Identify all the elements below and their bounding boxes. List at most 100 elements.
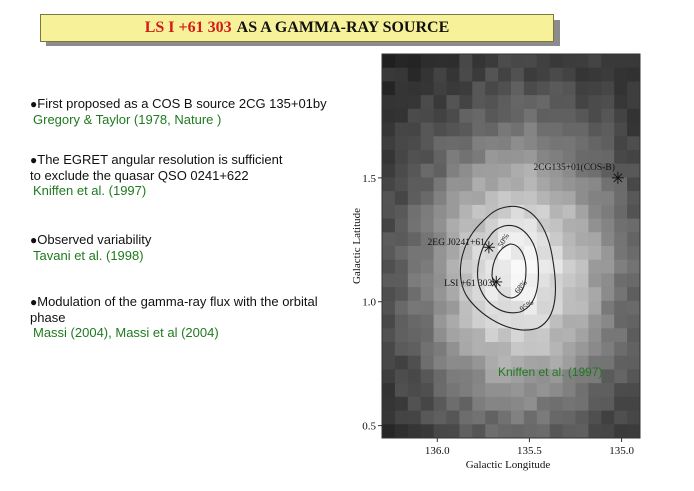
y-tick-label: 1.5	[362, 173, 376, 185]
heatmap-cell	[498, 287, 512, 302]
heatmap-cell	[562, 136, 576, 151]
heatmap-cell	[394, 218, 409, 233]
heatmap-cell	[485, 383, 499, 398]
heatmap-cell	[511, 410, 525, 425]
source-label: 2CG135+01(COS-B)	[534, 162, 615, 173]
heatmap-cell	[420, 67, 435, 82]
heatmap-cell	[472, 81, 486, 96]
heatmap-cell	[627, 204, 641, 220]
heatmap-cell	[562, 232, 576, 247]
heatmap-cell	[498, 396, 512, 412]
heatmap-cell	[407, 287, 422, 302]
heatmap-cell	[420, 300, 435, 316]
heatmap-cell	[562, 300, 576, 316]
heatmap-cell	[382, 287, 396, 302]
heatmap-cell	[472, 259, 486, 274]
heatmap-cell	[446, 314, 460, 329]
heatmap-cell	[627, 54, 641, 69]
heatmap-cell	[511, 273, 525, 288]
heatmap-cell	[549, 273, 564, 288]
heatmap-cell	[536, 67, 551, 82]
heatmap-cell	[394, 246, 409, 261]
heatmap-cell	[601, 81, 615, 96]
heatmap-cell	[485, 300, 499, 316]
heatmap-cell	[407, 67, 422, 82]
heatmap-cell	[498, 410, 512, 425]
heatmap-cell	[601, 314, 615, 329]
heatmap-cell	[394, 342, 409, 357]
heatmap-cell	[433, 273, 447, 288]
heatmap-cell	[433, 204, 447, 220]
heatmap-cell	[549, 410, 564, 425]
heatmap-cell	[511, 95, 525, 110]
heatmap-cell	[498, 273, 512, 288]
heatmap-cell	[420, 136, 435, 151]
heatmap-cell	[459, 95, 473, 110]
heatmap-cell	[511, 355, 525, 370]
contour-50	[491, 243, 527, 299]
heatmap-cell	[472, 396, 486, 412]
heatmap-cell	[459, 218, 473, 233]
heatmap-cell	[420, 383, 435, 398]
heatmap-cell	[433, 54, 447, 69]
heatmap-cell	[394, 232, 409, 247]
heatmap-cell	[627, 163, 641, 178]
heatmap-cell	[407, 259, 422, 274]
heatmap-cell	[601, 342, 615, 357]
heatmap-cell	[433, 300, 447, 316]
heatmap-cell	[407, 410, 422, 425]
y-axis-label: Galactic Latitude	[352, 208, 363, 284]
heatmap-cell	[420, 204, 435, 220]
heatmap-cell	[394, 383, 409, 398]
heatmap-cell	[523, 122, 538, 137]
heatmap-cell	[433, 246, 447, 261]
heatmap-cell	[446, 424, 460, 439]
heatmap-cell	[472, 300, 486, 316]
heatmap-cell	[601, 300, 615, 316]
heatmap-cell	[407, 204, 422, 220]
heatmap-cell	[562, 246, 576, 261]
x-tick-label: 136.0	[425, 445, 450, 457]
heatmap-cell	[446, 396, 460, 412]
heatmap-cell	[407, 81, 422, 96]
heatmap-cell	[459, 232, 473, 247]
heatmap-cell	[407, 273, 422, 288]
heatmap-cell	[459, 273, 473, 288]
heatmap-cell	[614, 314, 628, 329]
heatmap-cell	[523, 150, 538, 165]
heatmap-cell	[601, 150, 615, 165]
heatmap-cell	[382, 410, 396, 425]
heatmap-cell	[536, 314, 551, 329]
heatmap-cell	[511, 396, 525, 412]
heatmap-cell	[588, 54, 602, 69]
heatmap-cell	[601, 259, 615, 274]
heatmap-cell	[485, 177, 499, 192]
heatmap-cell	[549, 81, 564, 96]
heatmap-cell	[472, 122, 486, 137]
heatmap-cell	[420, 396, 435, 412]
heatmap-cell	[498, 300, 512, 316]
heatmap-cell	[407, 383, 422, 398]
heatmap-cell	[472, 204, 486, 220]
contour-95	[459, 205, 556, 331]
heatmap-cell	[407, 136, 422, 151]
heatmap-cell	[382, 122, 396, 137]
map-svg: 136.0 135.5 135.0 1.5 1.0 0.5 2CG135+01(COS-B)…	[351, 53, 641, 471]
heatmap-cell	[562, 122, 576, 137]
heatmap-cell	[588, 424, 602, 439]
heatmap-cell	[472, 177, 486, 192]
heatmap-cell	[627, 355, 641, 370]
heatmap-cell	[382, 191, 396, 206]
heatmap-cell	[459, 396, 473, 412]
heatmap-cell	[394, 122, 409, 137]
heatmap-cell	[601, 122, 615, 137]
heatmap-cell	[549, 383, 564, 398]
heatmap-cell	[614, 54, 628, 69]
heatmap-cell	[523, 383, 538, 398]
heatmap-cell	[446, 355, 460, 370]
heatmap-cell	[627, 410, 641, 425]
heatmap-cell	[459, 300, 473, 316]
heatmap-cell	[420, 246, 435, 261]
heatmap-cell	[420, 54, 435, 69]
heatmap-cell	[472, 232, 486, 247]
